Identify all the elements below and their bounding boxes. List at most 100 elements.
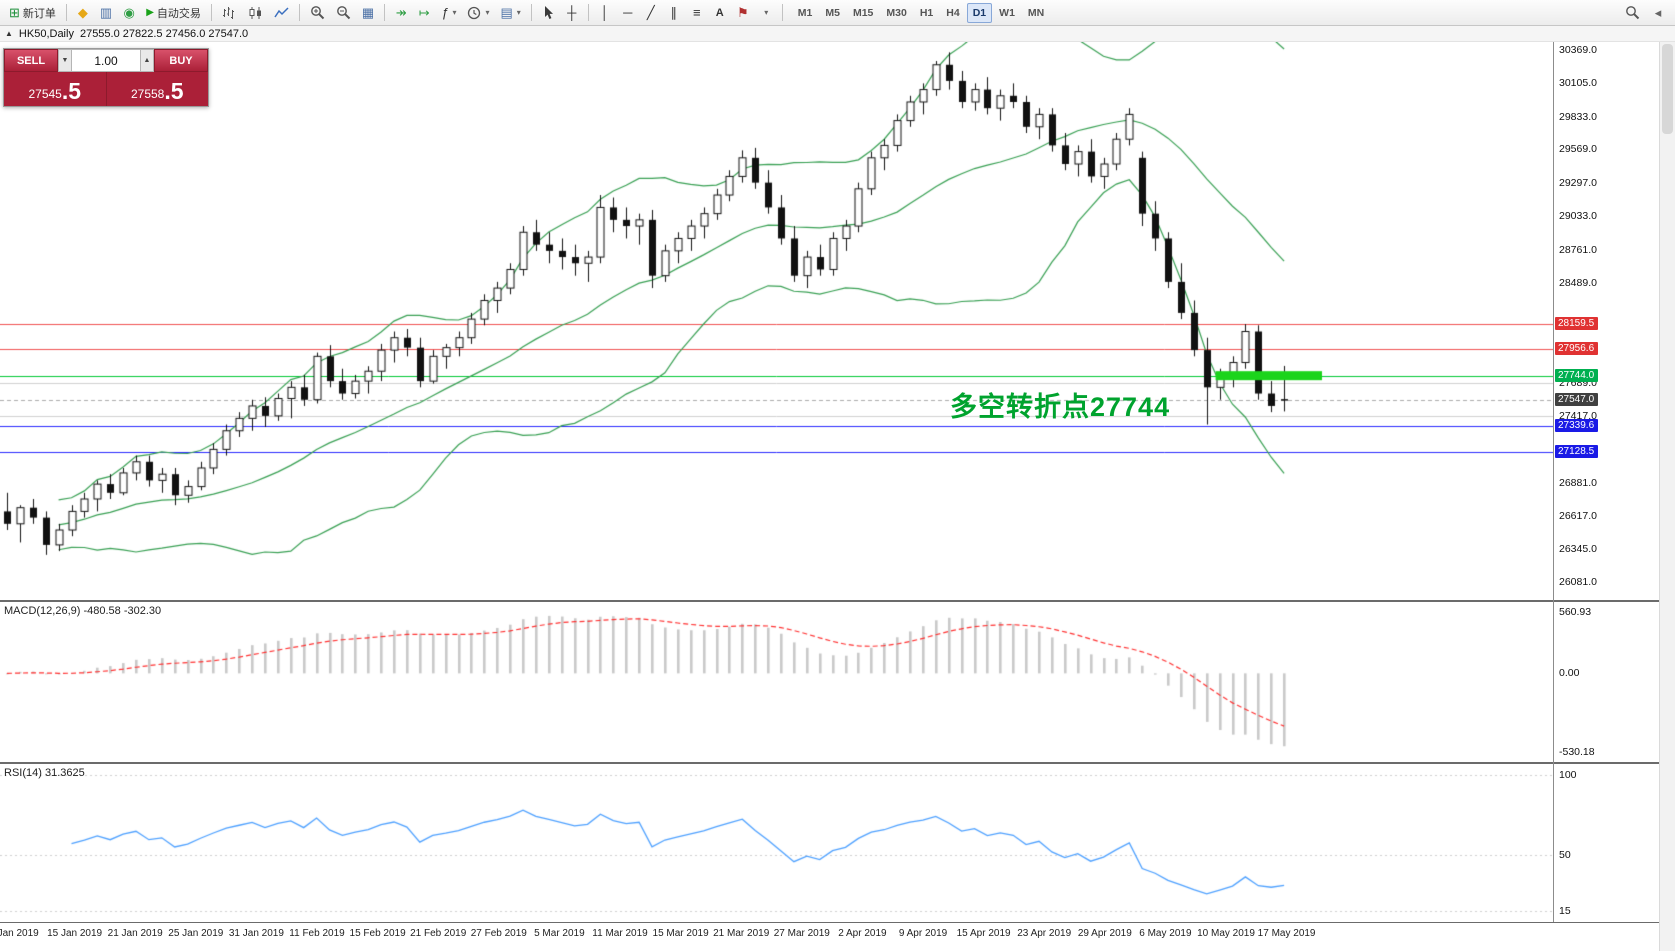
sell-price-main: 27545	[28, 86, 62, 101]
timeframe-d1[interactable]: D1	[966, 2, 993, 23]
chart-ohlc-values: 27555.0 27822.5 27456.0 27547.0	[79, 27, 249, 40]
date-axis[interactable]: 9 Jan 2019 15 Jan 2019 21 Jan 2019 25 Jan 2…	[0, 923, 1659, 951]
volume-input[interactable]	[72, 49, 140, 72]
macd-panel-canvas[interactable]	[0, 602, 1553, 762]
auto-trading-play-icon: ▶	[146, 6, 154, 18]
chevron-down-icon: ▾	[764, 8, 769, 17]
price-label: 30105.0	[1559, 76, 1597, 89]
bar-chart-button[interactable]	[217, 2, 242, 24]
chart-shift-button[interactable]: ↦	[413, 2, 435, 24]
price-tag: 27744.0	[1555, 368, 1599, 382]
tile-windows-button[interactable]: ▦	[357, 2, 379, 24]
vertical-scrollbar[interactable]	[1659, 26, 1675, 951]
chevron-down-icon: ▾	[452, 8, 457, 17]
sell-price-fraction: .5	[61, 78, 82, 104]
volume-increase-button[interactable]: ▲	[140, 49, 154, 72]
date-label: 9 Apr 2019	[898, 928, 948, 939]
timeframe-w1[interactable]: W1	[993, 3, 1021, 23]
price-label: 28761.0	[1559, 243, 1597, 256]
price-label: 26617.0	[1559, 509, 1597, 522]
timeframe-m30[interactable]: M30	[880, 3, 912, 23]
navigator-button[interactable]: ◉	[118, 2, 140, 24]
timeframe-h4[interactable]: H4	[940, 3, 965, 23]
fibonacci-tool-button[interactable]: ≡	[686, 2, 708, 24]
search-button[interactable]	[1620, 2, 1645, 24]
buy-price[interactable]: 27558.5	[106, 72, 208, 106]
timeframe-h1[interactable]: H1	[914, 3, 939, 23]
templates-button[interactable]: ▤ ▾	[495, 2, 525, 24]
timeframe-m1[interactable]: M1	[792, 3, 819, 23]
trade-panel-controls: SELL ▼ ▲ BUY	[4, 49, 208, 72]
buy-price-main: 27558	[130, 86, 165, 101]
date-label: 15 Mar 2019	[652, 928, 709, 939]
chevron-down-icon: ▾	[485, 8, 490, 17]
zoom-out-button[interactable]	[331, 2, 356, 24]
zoom-out-icon	[337, 6, 351, 20]
indicators-icon: ƒ	[441, 5, 449, 20]
price-tag: 27956.6	[1555, 342, 1599, 356]
panel-separator[interactable]	[0, 600, 1659, 602]
volume-decrease-button[interactable]: ▼	[58, 49, 72, 72]
timeframe-m15[interactable]: M15	[847, 3, 879, 23]
timeframe-mn[interactable]: MN	[1022, 3, 1050, 23]
cursor-button[interactable]	[537, 2, 560, 24]
shapes-tool-button[interactable]: ▾	[755, 2, 777, 24]
auto-trading-button[interactable]: ▶ 自动交易	[141, 2, 206, 24]
collapse-triangle-icon[interactable]: ▲	[5, 29, 13, 38]
timeframe-m5[interactable]: M5	[819, 3, 846, 23]
crosshair-button[interactable]: ┼	[561, 2, 583, 24]
metaeditor-icon: ◆	[77, 5, 88, 20]
one-click-trading-panel: SELL ▼ ▲ BUY 27545.5 27558.5	[3, 48, 209, 107]
periods-button[interactable]: ▾	[462, 2, 494, 24]
chevron-down-icon: ▾	[516, 8, 521, 17]
annotation-text[interactable]: 多空转折点27744	[950, 392, 1171, 422]
date-label: 11 Feb 2019	[289, 928, 345, 939]
scrollbar-thumb[interactable]	[1662, 44, 1673, 134]
line-chart-button[interactable]	[269, 2, 294, 24]
sell-button[interactable]: SELL	[4, 49, 58, 72]
date-label: 5 Mar 2019	[534, 928, 585, 939]
macd-axis-label: -530.18	[1559, 746, 1595, 758]
trendline-icon: ╱	[646, 5, 655, 20]
tile-windows-icon: ▦	[361, 5, 375, 20]
data-window-icon: ▥	[99, 5, 113, 20]
zoom-in-icon	[311, 6, 325, 20]
vertical-line-tool-button[interactable]: │	[594, 2, 616, 24]
date-label: 21 Mar 2019	[713, 928, 770, 939]
price-label: 26345.0	[1559, 543, 1597, 556]
buy-price-fraction: .5	[164, 78, 184, 104]
main-chart-canvas[interactable]	[0, 42, 1553, 600]
line-chart-icon	[274, 6, 289, 17]
price-axis[interactable]: 30369.0 30105.0 29833.0 29569.0 29297.0 29033…	[1553, 0, 1659, 951]
auto-scroll-button[interactable]: ↠	[390, 2, 412, 24]
channel-tool-button[interactable]: ∥	[663, 2, 685, 24]
trendline-tool-button[interactable]: ╱	[640, 2, 662, 24]
date-label: 15 Jan 2019	[47, 928, 103, 939]
zoom-in-button[interactable]	[305, 2, 330, 24]
price-label: 29033.0	[1559, 209, 1597, 222]
price-label: 28489.0	[1559, 277, 1597, 290]
new-order-button[interactable]: ⊞ 新订单	[4, 2, 61, 24]
new-order-label: 新订单	[22, 7, 56, 20]
buy-button[interactable]: BUY	[154, 49, 208, 72]
metaeditor-button[interactable]: ◆	[72, 2, 94, 24]
candlestick-chart-button[interactable]	[243, 2, 268, 24]
clock-icon	[468, 6, 481, 19]
new-order-icon: ⊞	[9, 5, 20, 20]
price-tag: 27339.6	[1555, 418, 1599, 432]
date-label: 29 Apr 2019	[1077, 928, 1132, 939]
rsi-axis-label: 100	[1559, 769, 1577, 782]
text-tool-icon: A	[715, 6, 724, 19]
text-tool-button[interactable]: A	[709, 2, 731, 24]
date-label: 21 Jan 2019	[107, 928, 163, 939]
indicators-button[interactable]: ƒ ▾	[436, 2, 461, 24]
horizontal-line-tool-button[interactable]: ─	[617, 2, 639, 24]
panel-separator[interactable]	[0, 762, 1659, 764]
sell-price[interactable]: 27545.5	[4, 72, 106, 106]
toolbar-overflow-button[interactable]: ◂	[1647, 2, 1669, 24]
data-window-button[interactable]: ▥	[95, 2, 117, 24]
toolbar-separator	[210, 4, 212, 21]
toolbar-separator	[587, 4, 589, 21]
rsi-panel-canvas[interactable]	[0, 764, 1553, 922]
label-tool-button[interactable]: ⚑	[732, 2, 754, 24]
